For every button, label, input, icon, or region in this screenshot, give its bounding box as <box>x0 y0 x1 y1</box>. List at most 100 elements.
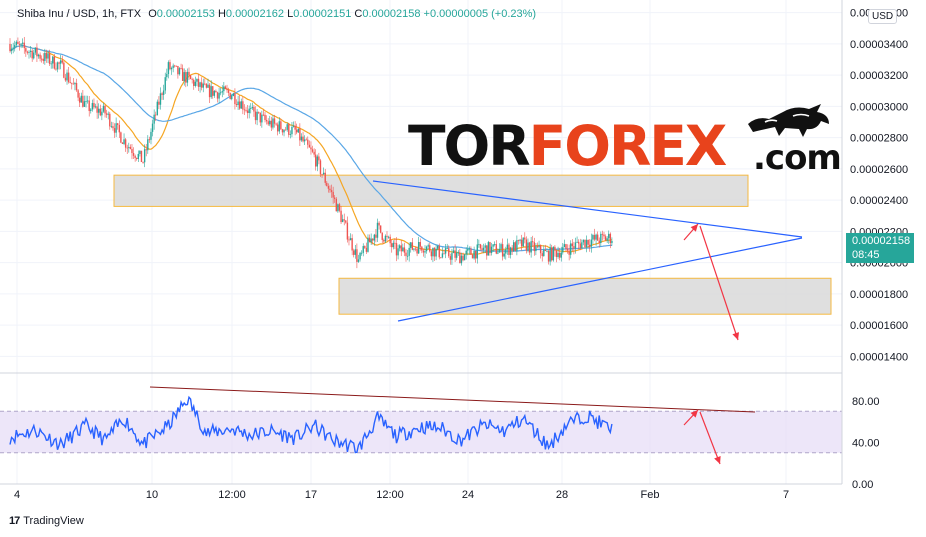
tradingview-branding[interactable]: 17 TradingView <box>9 515 84 527</box>
candle-body <box>235 104 238 106</box>
candle-body <box>186 71 189 83</box>
candle-body <box>74 83 76 85</box>
candle-body <box>199 82 201 87</box>
candle-body <box>227 90 230 93</box>
candle-body <box>59 60 62 64</box>
candle-body <box>509 247 512 255</box>
candle-body <box>345 220 347 223</box>
candle-body <box>421 246 423 251</box>
candle-body <box>14 45 16 48</box>
candle-body <box>372 238 374 241</box>
rsi-axis[interactable]: 80.00 40.00 0.00 <box>852 396 880 491</box>
candle-body <box>495 244 497 254</box>
candle-body <box>398 245 401 249</box>
time-tick-label: 10 <box>146 489 158 501</box>
candle-body <box>167 62 170 75</box>
candle-body <box>432 247 434 257</box>
candle-body <box>403 247 406 253</box>
candle-body <box>117 123 119 125</box>
price-axis[interactable]: 0.000036000.000034000.000032000.00003000… <box>850 8 908 364</box>
torforex-watermark: TORFOREX .com <box>408 104 842 180</box>
candle-body <box>498 248 501 253</box>
change-value: +0.00000005 (+0.23%) <box>423 8 537 20</box>
candle-body <box>470 248 472 255</box>
candle-body <box>10 48 13 51</box>
open-value: 0.00002153 <box>156 8 215 20</box>
candle-body <box>226 88 228 91</box>
candle-body <box>224 86 227 89</box>
watermark-forex: FOREX <box>528 114 728 178</box>
candle-body <box>487 242 490 256</box>
candle-body <box>215 90 217 93</box>
candle-body <box>280 121 282 130</box>
tradingview-logo-icon: 17 <box>9 515 20 527</box>
candle-body <box>549 247 551 262</box>
candle-body <box>85 101 87 102</box>
candle-body <box>389 236 391 244</box>
candle-body <box>129 146 132 150</box>
candle-body <box>243 109 246 111</box>
candle-body <box>435 248 437 257</box>
candle-body <box>375 234 377 238</box>
candle-body <box>590 239 593 247</box>
candle-body <box>406 255 409 257</box>
candle-body <box>208 84 211 98</box>
candle-body <box>253 106 255 112</box>
candle-body <box>573 246 575 249</box>
candle-body <box>606 238 608 241</box>
candle-body <box>202 83 204 88</box>
candle-body <box>451 253 453 260</box>
currency-button[interactable]: USD <box>868 9 898 24</box>
candle-body <box>386 235 388 237</box>
candle-body <box>489 242 491 253</box>
candle-body <box>492 244 494 247</box>
candle-body <box>424 251 426 253</box>
candle-body <box>562 247 564 253</box>
candle-body <box>102 105 105 112</box>
candle-body <box>137 153 140 159</box>
symbol-title[interactable]: Shiba Inu / USD, 1h, FTX <box>17 8 142 20</box>
candle-body <box>329 188 331 191</box>
candle-body <box>519 239 521 241</box>
price-gridlines <box>0 0 842 484</box>
candle-body <box>543 249 545 257</box>
candle-body <box>468 248 471 250</box>
candle-body <box>460 255 463 264</box>
candle-body <box>376 222 379 238</box>
candle-body <box>80 95 82 103</box>
candle-body <box>370 238 372 243</box>
candle-body <box>123 139 125 144</box>
candle-body <box>26 51 29 53</box>
candle-body <box>63 62 65 78</box>
rsi-panel <box>0 386 842 454</box>
high-value: 0.00002162 <box>225 8 285 20</box>
candle-body <box>611 240 613 244</box>
candle-body <box>441 253 444 258</box>
candle-body <box>484 245 486 248</box>
candle-body <box>124 139 127 148</box>
close-label: C <box>354 8 363 20</box>
candle-body <box>589 244 591 247</box>
candle-body <box>219 92 222 94</box>
candle-body <box>281 129 284 133</box>
candle-body <box>340 210 342 223</box>
symbol-legend[interactable]: Shiba Inu / USD, 1h, FTX O0.00002153 H0.… <box>17 8 536 20</box>
candle-body <box>34 47 37 53</box>
candle-body <box>330 190 333 192</box>
candle-body <box>242 101 244 110</box>
candle-body <box>497 252 499 254</box>
candle-body <box>42 58 44 61</box>
candle-body <box>503 253 505 257</box>
price-tick-label: 0.00003400 <box>850 39 908 51</box>
candle-body <box>506 244 509 250</box>
candle-body <box>405 252 407 256</box>
time-axis[interactable]: 4 10 12:00 17 12:00 24 28 Feb 7 <box>14 489 789 501</box>
candle-body <box>175 65 178 67</box>
candle-body <box>178 68 181 75</box>
candle-body <box>204 83 206 85</box>
candle-body <box>288 124 290 135</box>
candle-body <box>584 239 586 248</box>
candle-body <box>482 247 485 250</box>
lower-trendline <box>397 237 803 322</box>
